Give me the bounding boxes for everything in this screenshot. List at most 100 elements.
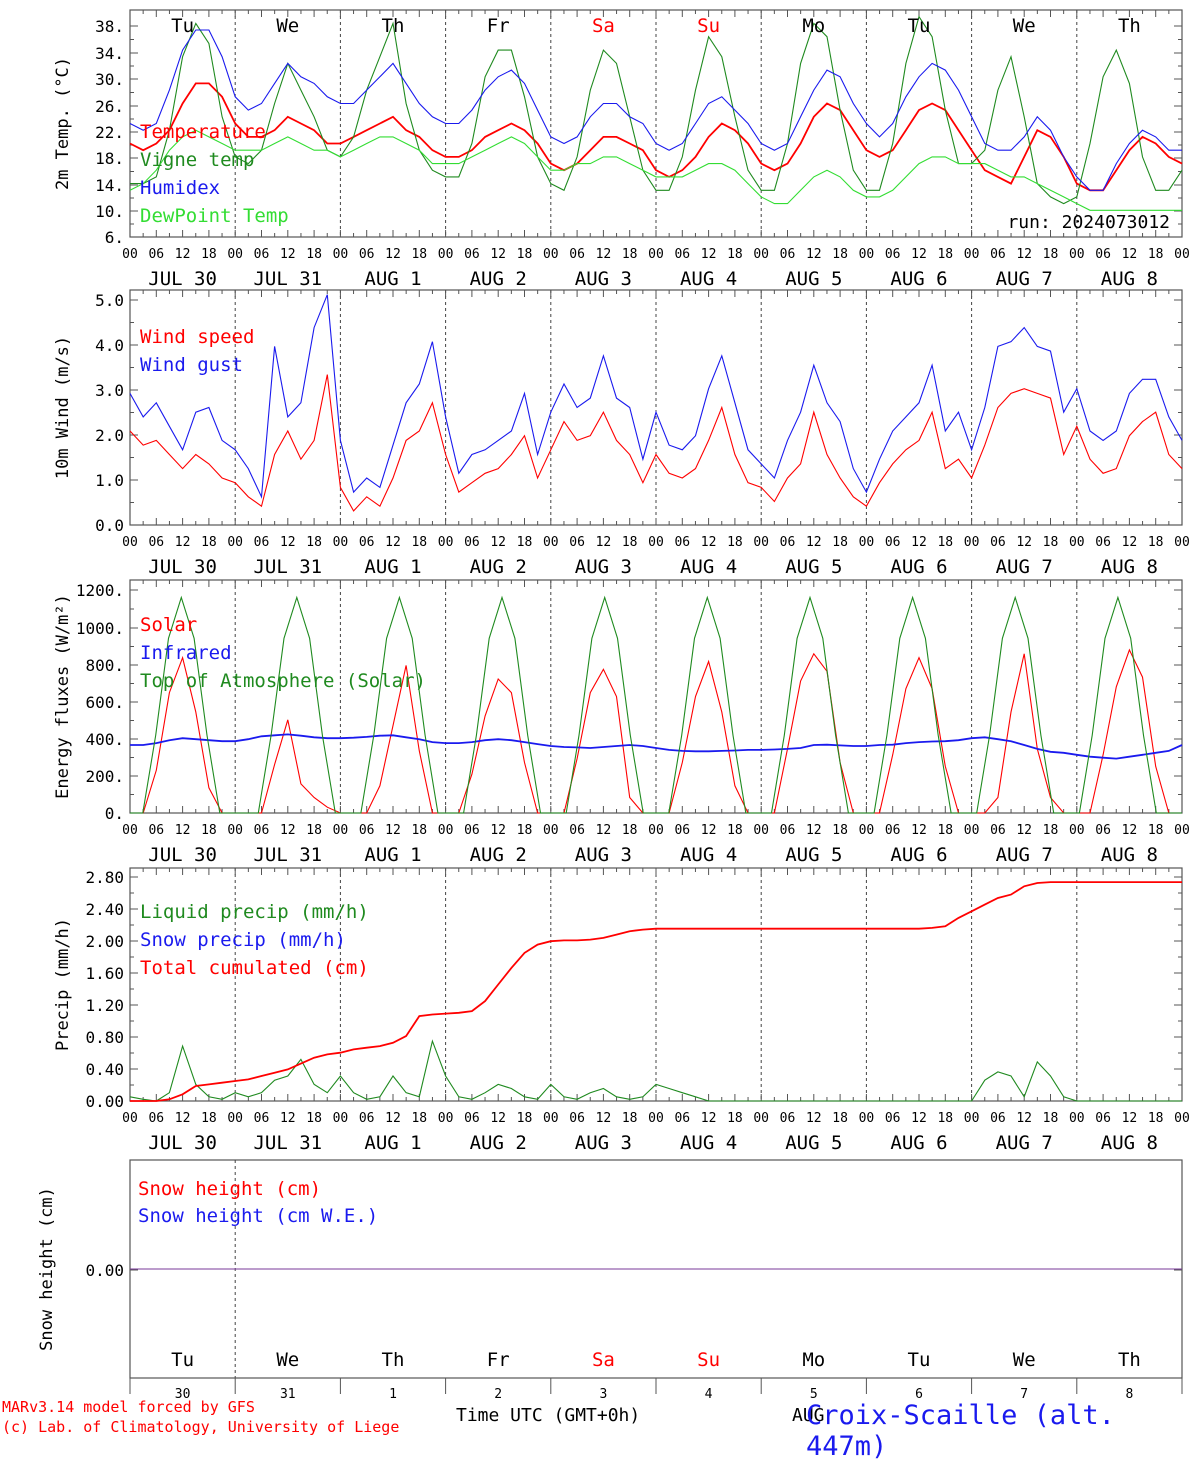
day-number-label: 3 xyxy=(599,1387,607,1402)
series-line-total-cumulated-cm xyxy=(130,881,1182,1102)
x-hour-label: 12 xyxy=(911,535,927,550)
weekday-label: Fr xyxy=(487,1349,510,1371)
x-hour-label: 18 xyxy=(937,823,953,838)
x-hour-label: 12 xyxy=(1016,823,1032,838)
weekday-label: Fr xyxy=(487,15,510,37)
x-date-label: JUL 30 xyxy=(148,268,217,290)
x-date-label: JUL 30 xyxy=(148,844,217,866)
x-hour-label: 06 xyxy=(1095,535,1111,550)
x-hour-label: 00 xyxy=(543,247,559,262)
day-number-label: 6 xyxy=(915,1387,923,1402)
x-hour-label: 12 xyxy=(385,535,401,550)
legend-entry: Wind gust xyxy=(140,354,243,376)
x-date-label: AUG 7 xyxy=(996,1132,1053,1154)
y-axis-label: Snow height (cm) xyxy=(37,1187,57,1351)
day-number-label: 8 xyxy=(1125,1387,1133,1402)
y-tick-label: 26. xyxy=(95,97,124,116)
x-hour-label: 00 xyxy=(753,247,769,262)
x-hour-label: 18 xyxy=(306,535,322,550)
legend-entry: Top of Atmosphere (Solar) xyxy=(140,670,426,692)
day-number-label: 31 xyxy=(280,1387,296,1402)
weekday-label: Sa xyxy=(592,15,615,37)
x-hour-label: 12 xyxy=(1122,1111,1138,1126)
y-axis-label: 2m Temp. (°C) xyxy=(53,57,73,190)
x-hour-label: 00 xyxy=(1069,823,1085,838)
day-number-label: 1 xyxy=(389,1387,397,1402)
x-hour-label: 12 xyxy=(280,1111,296,1126)
x-date-label: AUG 5 xyxy=(785,1132,842,1154)
weekday-label: Th xyxy=(1118,1349,1141,1371)
x-hour-label: 00 xyxy=(1174,1111,1190,1126)
x-date-label: AUG 4 xyxy=(680,268,737,290)
x-hour-label: 06 xyxy=(1095,1111,1111,1126)
x-hour-label: 12 xyxy=(385,247,401,262)
x-hour-label: 12 xyxy=(490,247,506,262)
legend-entry: Total cumulated (cm) xyxy=(140,957,369,979)
y-tick-label: 0.00 xyxy=(85,1261,124,1280)
weekday-label: Mo xyxy=(802,15,825,37)
x-hour-label: 06 xyxy=(254,823,270,838)
series-line-dewpoint-temp xyxy=(129,129,1182,211)
x-hour-label: 18 xyxy=(517,247,533,262)
series-line-infrared xyxy=(130,733,1183,760)
x-hour-label: 06 xyxy=(990,247,1006,262)
x-date-label: AUG 7 xyxy=(996,556,1053,578)
x-date-label: AUG 1 xyxy=(364,1132,421,1154)
y-tick-label: 22. xyxy=(95,123,124,142)
x-hour-label: 18 xyxy=(201,823,217,838)
weekday-label: Su xyxy=(697,15,720,37)
x-hour-label: 06 xyxy=(569,823,585,838)
weekday-label: Th xyxy=(382,15,405,37)
y-axis-label: 10m Wind (m/s) xyxy=(53,336,73,479)
x-hour-label: 06 xyxy=(780,1111,796,1126)
weekday-label: Mo xyxy=(802,1349,825,1371)
x-axis-title: Time UTC (GMT+0h) xyxy=(456,1405,641,1426)
x-hour-label: 06 xyxy=(148,1111,164,1126)
y-tick-label: 5.0 xyxy=(95,291,124,310)
series-line-top-of-atmosphere-solar xyxy=(130,595,1182,814)
x-date-label: AUG 6 xyxy=(890,268,947,290)
x-hour-label: 18 xyxy=(622,535,638,550)
day-number-label: 4 xyxy=(705,1387,713,1402)
x-hour-label: 06 xyxy=(885,823,901,838)
y-tick-label: 10. xyxy=(95,202,124,221)
y-tick-label: 1.60 xyxy=(85,964,124,983)
x-hour-label: 18 xyxy=(727,1111,743,1126)
legend-entry: Infrared xyxy=(140,642,232,664)
x-date-label: AUG 5 xyxy=(785,844,842,866)
y-tick-label: 1000. xyxy=(76,619,124,638)
x-hour-label: 18 xyxy=(1148,1111,1164,1126)
x-hour-label: 00 xyxy=(1174,247,1190,262)
day-number-label: 30 xyxy=(175,1387,191,1402)
y-tick-label: 18. xyxy=(95,149,124,168)
x-date-label: AUG 8 xyxy=(1101,844,1158,866)
x-hour-label: 00 xyxy=(859,247,875,262)
y-tick-label: 2.40 xyxy=(85,900,124,919)
x-hour-label: 12 xyxy=(701,247,717,262)
x-hour-label: 18 xyxy=(411,247,427,262)
x-hour-label: 06 xyxy=(359,247,375,262)
weekday-label: We xyxy=(1013,1349,1036,1371)
run-annotation: run: 2024073012 xyxy=(1007,212,1170,233)
x-hour-label: 12 xyxy=(806,247,822,262)
x-hour-label: 00 xyxy=(438,823,454,838)
weekday-label: Tu xyxy=(908,1349,931,1371)
x-date-label: AUG 2 xyxy=(470,268,527,290)
x-hour-label: 00 xyxy=(648,535,664,550)
x-hour-label: 06 xyxy=(1095,823,1111,838)
day-number-label: 2 xyxy=(494,1387,502,1402)
x-hour-label: 18 xyxy=(517,1111,533,1126)
x-hour-label: 00 xyxy=(648,247,664,262)
x-date-label: AUG 7 xyxy=(996,844,1053,866)
x-hour-label: 12 xyxy=(175,823,191,838)
station-name: Croix-Scaille (alt. 447m) xyxy=(806,1400,1115,1462)
x-hour-label: 06 xyxy=(464,1111,480,1126)
x-hour-label: 06 xyxy=(674,535,690,550)
x-hour-label: 00 xyxy=(964,247,980,262)
x-hour-label: 12 xyxy=(911,823,927,838)
y-tick-label: 1200. xyxy=(76,581,124,600)
x-hour-label: 18 xyxy=(1148,823,1164,838)
weekday-label: Sa xyxy=(592,1349,615,1371)
x-hour-label: 00 xyxy=(543,1111,559,1126)
